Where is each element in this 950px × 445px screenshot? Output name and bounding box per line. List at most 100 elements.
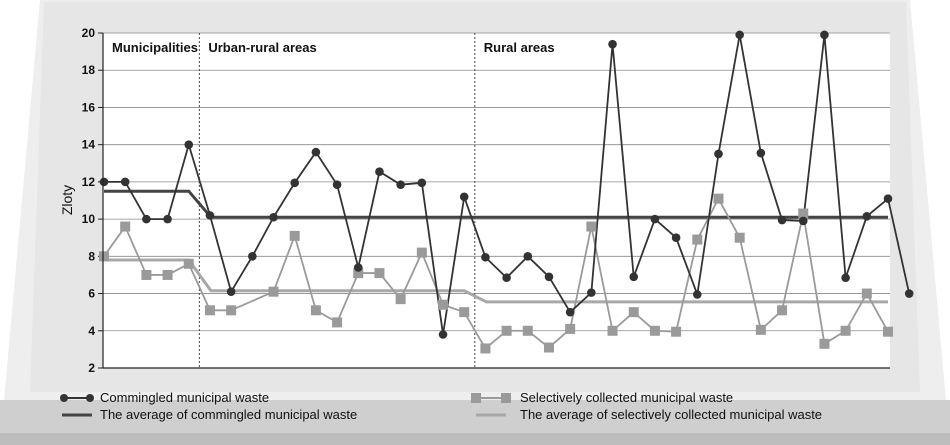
data-point xyxy=(459,307,470,318)
y-axis-ticks: 2 4 6 8 10 12 14 16 18 20 xyxy=(82,26,103,375)
legend-label: The average of commingled municipal wast… xyxy=(100,407,357,422)
data-point xyxy=(841,273,850,283)
data-point xyxy=(353,263,363,272)
data-point xyxy=(480,343,491,354)
data-point xyxy=(544,272,554,282)
data-point xyxy=(416,247,427,258)
data-point xyxy=(714,149,723,159)
average-line xyxy=(104,258,888,304)
legend-item-commingled: Commingled municipal waste xyxy=(60,390,269,405)
data-point xyxy=(248,252,257,261)
data-point xyxy=(99,177,109,187)
data-point xyxy=(481,252,490,262)
y-tick-label: 14 xyxy=(82,138,96,152)
data-point xyxy=(820,30,829,40)
data-point xyxy=(163,214,172,224)
data-point xyxy=(671,233,681,243)
data-point xyxy=(586,221,597,232)
data-point xyxy=(311,147,321,157)
data-point xyxy=(734,232,745,243)
data-point xyxy=(819,338,830,349)
data-point xyxy=(205,211,215,220)
data-point xyxy=(587,288,596,297)
data-point xyxy=(183,258,194,269)
data-point xyxy=(396,180,405,189)
data-point xyxy=(290,178,300,188)
data-point xyxy=(417,178,427,188)
y-tick-label: 12 xyxy=(82,175,96,189)
data-point xyxy=(269,212,278,222)
y-tick-label: 6 xyxy=(88,287,95,301)
y-tick-label: 8 xyxy=(88,249,95,263)
plot-area xyxy=(103,33,890,368)
data-point xyxy=(162,269,173,280)
y-tick-label: 2 xyxy=(88,361,95,375)
data-point xyxy=(671,326,682,337)
data-point xyxy=(861,288,872,299)
data-point xyxy=(904,289,914,298)
data-point xyxy=(522,325,533,336)
legend-item-avg-selective: The average of selectively collected mun… xyxy=(476,407,822,422)
y-tick-label: 16 xyxy=(82,100,96,114)
data-point xyxy=(607,325,618,336)
data-point xyxy=(310,305,321,316)
data-point xyxy=(840,325,851,336)
data-point xyxy=(353,268,364,279)
data-point xyxy=(883,194,893,203)
data-point xyxy=(692,234,703,245)
data-point xyxy=(332,317,343,328)
y-axis-label: Zloty xyxy=(59,185,75,215)
data-point xyxy=(141,269,152,280)
region-label: Urban-rural areas xyxy=(208,40,316,55)
data-point xyxy=(204,305,215,316)
data-point xyxy=(226,305,237,316)
data-point xyxy=(375,167,384,176)
legend-item-selective: Selectively collected municipal waste xyxy=(471,390,733,405)
data-point xyxy=(268,286,279,297)
legend-label: Commingled municipal waste xyxy=(100,390,269,405)
data-point xyxy=(649,325,660,336)
data-point xyxy=(756,148,766,158)
legend: Commingled municipal waste Selectively c… xyxy=(60,390,822,422)
data-point xyxy=(523,252,533,261)
data-point xyxy=(142,214,151,224)
series-markers xyxy=(99,30,914,354)
data-point xyxy=(120,221,131,232)
data-point xyxy=(798,208,809,219)
region-dividers: Municipalities Urban-rural areas Rural are… xyxy=(112,33,555,368)
data-point xyxy=(629,272,639,282)
data-point xyxy=(713,193,724,204)
data-point xyxy=(565,307,575,317)
y-tick-label: 20 xyxy=(82,26,96,40)
board-base xyxy=(0,400,950,435)
data-point xyxy=(777,305,788,316)
data-point xyxy=(565,323,576,334)
data-point xyxy=(395,294,406,305)
data-point xyxy=(120,177,130,187)
y-tick-label: 18 xyxy=(82,63,96,77)
legend-item-avg-commingled: The average of commingled municipal wast… xyxy=(62,407,357,422)
data-point xyxy=(502,273,511,283)
data-point xyxy=(438,299,449,310)
data-point xyxy=(99,251,109,262)
data-point xyxy=(862,212,872,221)
data-point xyxy=(374,268,385,279)
data-point xyxy=(332,180,342,189)
region-label: Rural areas xyxy=(484,40,555,55)
data-point xyxy=(459,192,469,202)
data-point xyxy=(543,342,554,353)
data-point xyxy=(628,307,639,318)
data-point xyxy=(755,324,766,335)
data-point xyxy=(608,39,617,49)
y-tick-label: 4 xyxy=(88,324,95,338)
region-label: Municipalities xyxy=(112,40,198,55)
data-point xyxy=(289,230,300,241)
data-point xyxy=(798,216,808,226)
data-point xyxy=(501,325,512,336)
data-point xyxy=(692,290,702,299)
data-point xyxy=(438,330,448,339)
data-point xyxy=(226,287,236,296)
y-tick-label: 10 xyxy=(82,212,96,226)
legend-label: Selectively collected municipal waste xyxy=(520,390,733,405)
